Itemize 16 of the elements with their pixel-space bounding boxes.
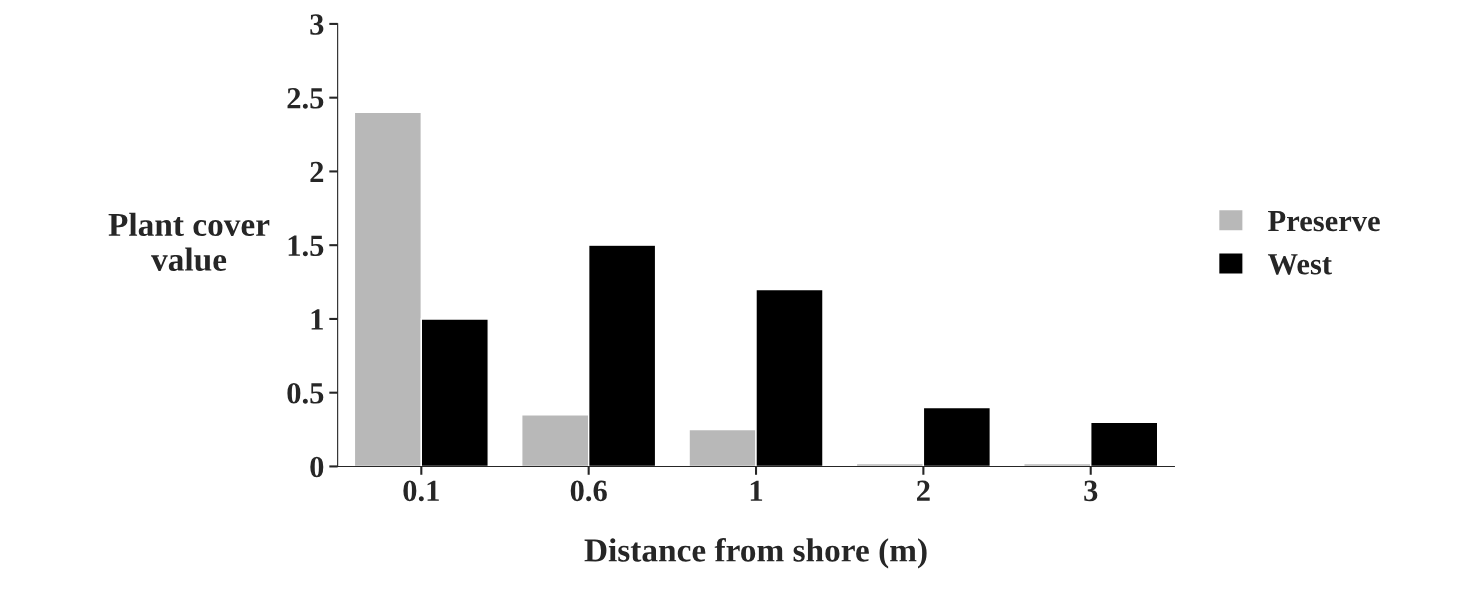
x-axis-title: Distance from shore (m) xyxy=(584,537,927,569)
y-tick-label: 2 xyxy=(310,161,324,183)
x-tick-label: 1 xyxy=(750,480,763,501)
y-tick-label: 2.5 xyxy=(287,88,324,109)
y-tick-label: 0.5 xyxy=(287,382,324,404)
y-tick-label: 3 xyxy=(310,14,324,35)
y-tick-label: 0 xyxy=(310,456,324,478)
x-tick-label: 0.1 xyxy=(403,480,439,502)
y-tick-label: 1.5 xyxy=(288,235,324,257)
y-axis-title: Plant cover value xyxy=(108,212,270,272)
x-tick-label: 0.6 xyxy=(570,480,607,502)
x-tick-label: 3 xyxy=(1084,480,1098,502)
y-tick-label: 1 xyxy=(311,309,323,330)
x-tick-label: 2 xyxy=(917,480,930,501)
legend-label: West xyxy=(1267,254,1332,275)
legend-label: Preserve xyxy=(1268,211,1380,232)
